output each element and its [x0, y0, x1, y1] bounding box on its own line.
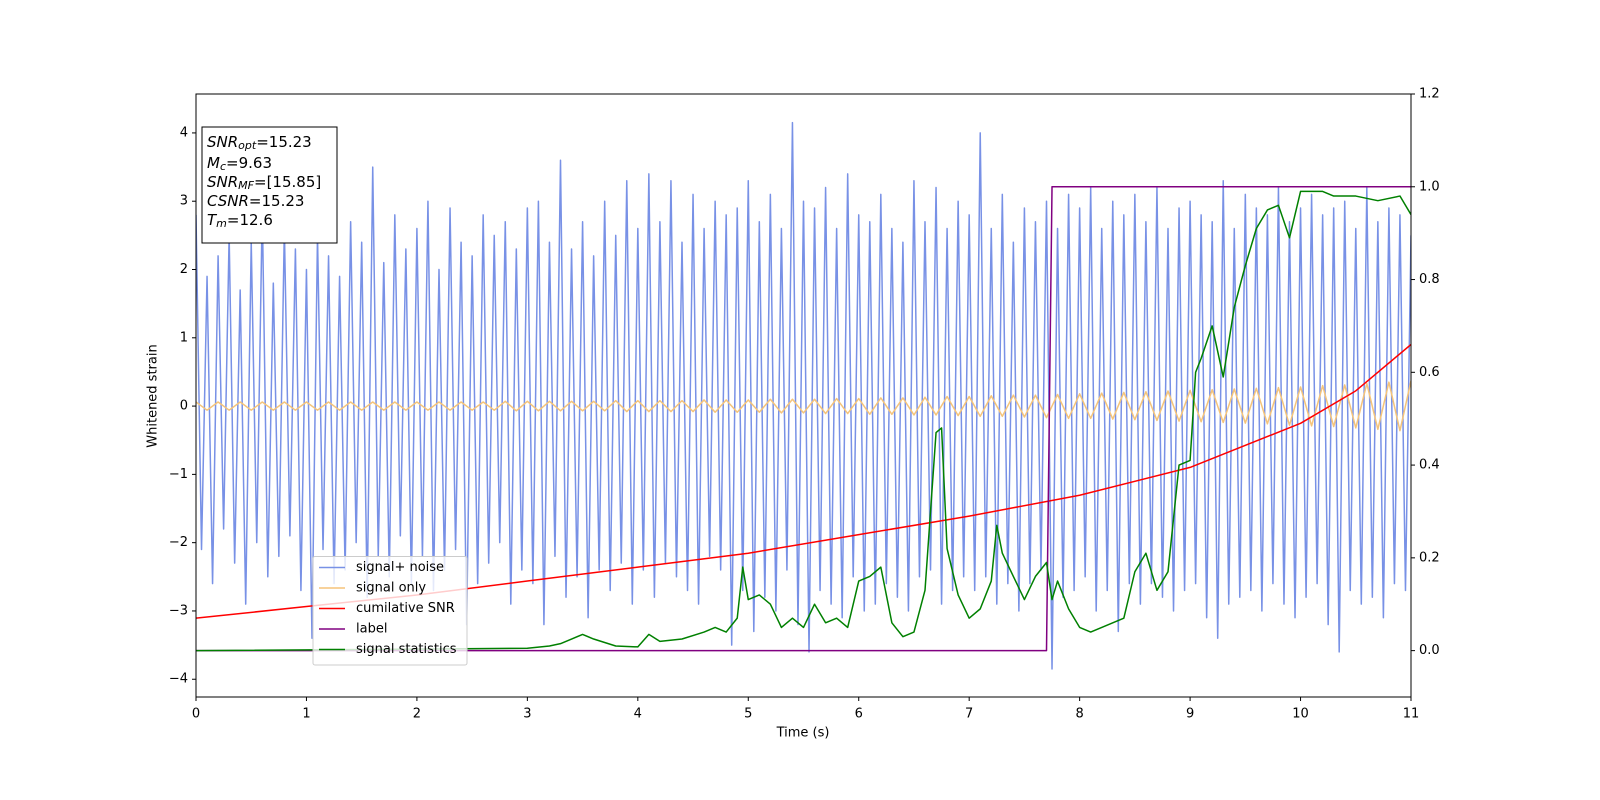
annotation-frame: [201, 126, 338, 244]
legend-label: signal statistics: [356, 642, 457, 657]
x-tick-label: 1: [302, 707, 310, 722]
annotation-symbol: T: [207, 211, 218, 229]
annotation-symbol: CSNR: [207, 192, 249, 210]
axes-frame: [195, 93, 1412, 698]
annotation-subscript: opt: [238, 139, 257, 152]
y-tick-label: 2: [180, 262, 188, 277]
annotation-symbol: M: [207, 154, 220, 172]
annotation-text: SNRopt=15.23: [207, 133, 312, 153]
series-line: [196, 186, 1411, 652]
legend-label: label: [356, 622, 387, 637]
annotation-box: SNRopt=15.23Mc=9.63SNRMF=[15.85]CSNR=15.…: [201, 126, 338, 244]
y-tick-label: 3: [180, 194, 188, 209]
y-tick-label: 0: [180, 399, 188, 414]
legend-label: signal+ noise: [356, 560, 444, 575]
annotation-value: =9.63: [226, 154, 272, 172]
x-tick-label: 10: [1292, 707, 1309, 722]
annotation-text: CSNR=15.23: [207, 192, 304, 210]
y-tick-label: 1: [180, 330, 188, 345]
x-tick-label: 11: [1403, 707, 1420, 722]
annotation-value: =12.6: [227, 211, 273, 229]
y-axis-label: Whitened strain: [146, 344, 161, 447]
y-tick-label: −4: [169, 672, 188, 687]
y-tick-label: −3: [169, 603, 188, 618]
y2-tick-label: 0.4: [1419, 458, 1440, 473]
x-axis-label: Time (s): [776, 726, 830, 741]
y2-tick-label: 0.8: [1419, 272, 1440, 287]
y2-tick-label: 1.0: [1419, 179, 1440, 194]
series-line: [196, 190, 1411, 652]
annotation-symbol: SNR: [207, 173, 238, 191]
x-tick-label: 4: [634, 707, 642, 722]
series-line: [196, 121, 1411, 670]
x-tick-label: 6: [855, 707, 863, 722]
annotation-subscript: MF: [238, 179, 254, 192]
y-tick-label: 4: [180, 125, 188, 140]
annotation-symbol: SNR: [207, 133, 238, 151]
x-tick-label: 0: [192, 707, 200, 722]
annotation-text: SNRMF=[15.85]: [207, 173, 321, 193]
annotation-value: =15.23: [249, 192, 305, 210]
y2-tick-label: 0.0: [1419, 643, 1440, 658]
annotation-subscript: m: [216, 217, 227, 230]
annotation-text: Tm=12.6: [207, 211, 273, 231]
x-tick-label: 3: [523, 707, 531, 722]
series-line: [196, 380, 1411, 432]
legend: signal+ noise signal only cumilative SNR la…: [312, 556, 468, 666]
x-tick-label: 9: [1186, 707, 1194, 722]
legend-label: cumilative SNR: [356, 601, 455, 616]
x-tick-label: 7: [965, 707, 973, 722]
y-tick-label: −1: [169, 467, 188, 482]
annotation-value: =15.23: [256, 133, 312, 151]
y2-tick-label: 0.2: [1419, 550, 1440, 565]
y2-tick-label: 0.6: [1419, 365, 1440, 380]
x-tick-label: 8: [1075, 707, 1083, 722]
x-tick-label: 5: [744, 707, 752, 722]
annotation-text: Mc=9.63: [207, 154, 272, 174]
y2-tick-label: 1.2: [1419, 87, 1440, 102]
legend-label: signal only: [356, 581, 426, 596]
x-tick-label: 2: [413, 707, 421, 722]
annotation-value: =[15.85]: [254, 173, 321, 191]
y-tick-label: −2: [169, 535, 188, 550]
legend-frame: [312, 556, 468, 666]
annotation-subscript: c: [220, 160, 226, 173]
